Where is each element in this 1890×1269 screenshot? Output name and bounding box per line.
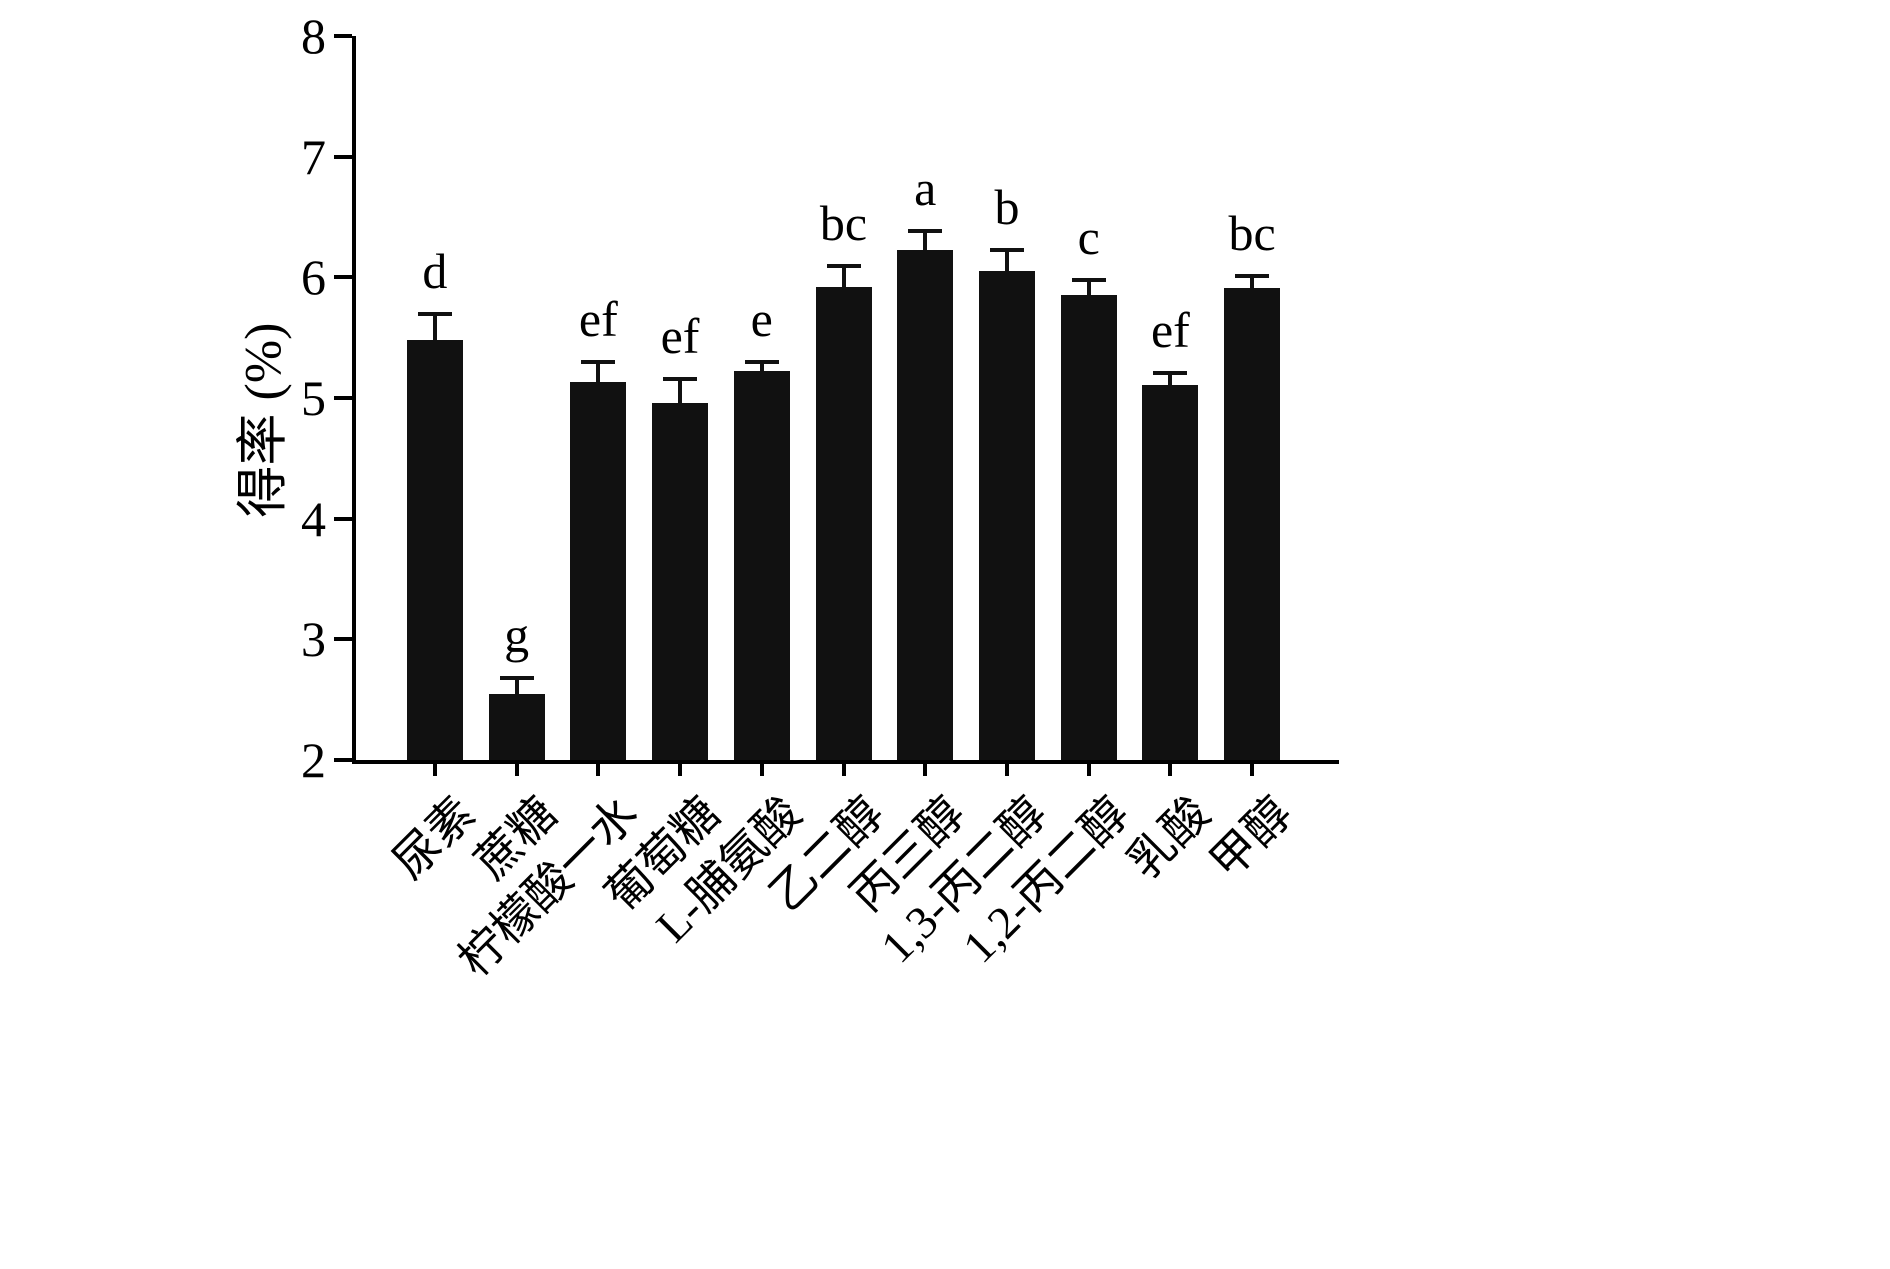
significance-letter: bc [819, 195, 868, 252]
error-bar-cap [744, 359, 779, 364]
x-axis-tick [678, 764, 683, 776]
error-bar-cap [1153, 370, 1188, 375]
error-bar-cap [663, 376, 698, 381]
error-bar-stem [1168, 372, 1173, 387]
bar-10 [1142, 384, 1199, 760]
error-bar-cap [826, 264, 861, 269]
bar-6 [815, 286, 872, 760]
y-axis-tick [334, 396, 352, 400]
y-axis-tick [334, 275, 352, 280]
error-bar-stem [1004, 249, 1009, 274]
error-bar-cap [1071, 277, 1106, 282]
error-bar-cap [417, 311, 452, 316]
plot-area [352, 36, 1339, 764]
y-axis-tick-label: 4 [301, 490, 326, 547]
y-axis-tick [334, 154, 352, 159]
x-axis-tick [514, 764, 519, 776]
bar-2 [488, 693, 545, 760]
y-axis-tick-label: 5 [301, 370, 326, 426]
y-axis-tick [334, 516, 352, 521]
bar-3 [570, 382, 627, 760]
x-axis-tick [841, 764, 846, 776]
x-axis-tick [596, 764, 601, 776]
significance-letter: e [750, 290, 773, 347]
x-axis-category-text: 尿素 [383, 787, 485, 889]
y-axis-tick [334, 637, 352, 642]
bar-9 [1060, 295, 1117, 760]
x-axis-category-text: 甲醇 [1200, 787, 1302, 889]
error-bar-cap [989, 247, 1024, 252]
significance-letter: ef [578, 290, 618, 347]
bar-4 [652, 402, 709, 760]
y-axis-tick-label: 8 [301, 8, 326, 64]
error-bar-stem [1086, 279, 1091, 298]
x-axis-category-text: 乳酸 [1118, 787, 1220, 889]
error-bar-cap [1235, 274, 1270, 279]
error-bar-stem [923, 231, 928, 252]
bar-8 [978, 271, 1035, 760]
y-axis-tick-label: 6 [301, 249, 326, 306]
significance-letter: bc [1228, 205, 1276, 262]
significance-letter: c [1077, 208, 1100, 265]
error-bar-stem [678, 378, 683, 405]
y-axis-tick [334, 34, 352, 38]
x-axis-tick [432, 764, 437, 776]
significance-letter: g [504, 606, 530, 663]
x-axis-tick [1086, 764, 1091, 776]
x-axis-tick [759, 764, 764, 776]
error-bar-stem [759, 361, 764, 374]
y-axis-tick-label: 3 [301, 611, 326, 668]
error-bar-cap [581, 359, 616, 364]
significance-letter: b [994, 178, 1020, 235]
bar-1 [406, 340, 463, 760]
bar-5 [733, 371, 790, 760]
x-axis-tick [1250, 764, 1255, 776]
y-axis-tick-label: 2 [301, 732, 326, 788]
bar-11 [1224, 288, 1281, 760]
bar-7 [897, 249, 954, 760]
error-bar-stem [841, 266, 846, 289]
error-bar-cap [499, 675, 534, 680]
x-axis-tick [1004, 764, 1009, 776]
error-bar-stem [596, 361, 601, 385]
significance-letter: a [914, 160, 937, 217]
x-axis-tick [1168, 764, 1173, 776]
y-axis-tick-label: 7 [301, 128, 326, 185]
significance-letter: d [422, 242, 448, 299]
error-bar-stem [432, 313, 437, 343]
y-axis-tick [334, 758, 352, 762]
error-bar-stem [514, 677, 519, 696]
error-bar-stem [1250, 276, 1255, 291]
significance-letter: ef [1150, 301, 1190, 358]
significance-letter: ef [660, 307, 700, 364]
error-bar-cap [908, 229, 943, 234]
x-axis-tick [923, 764, 928, 776]
